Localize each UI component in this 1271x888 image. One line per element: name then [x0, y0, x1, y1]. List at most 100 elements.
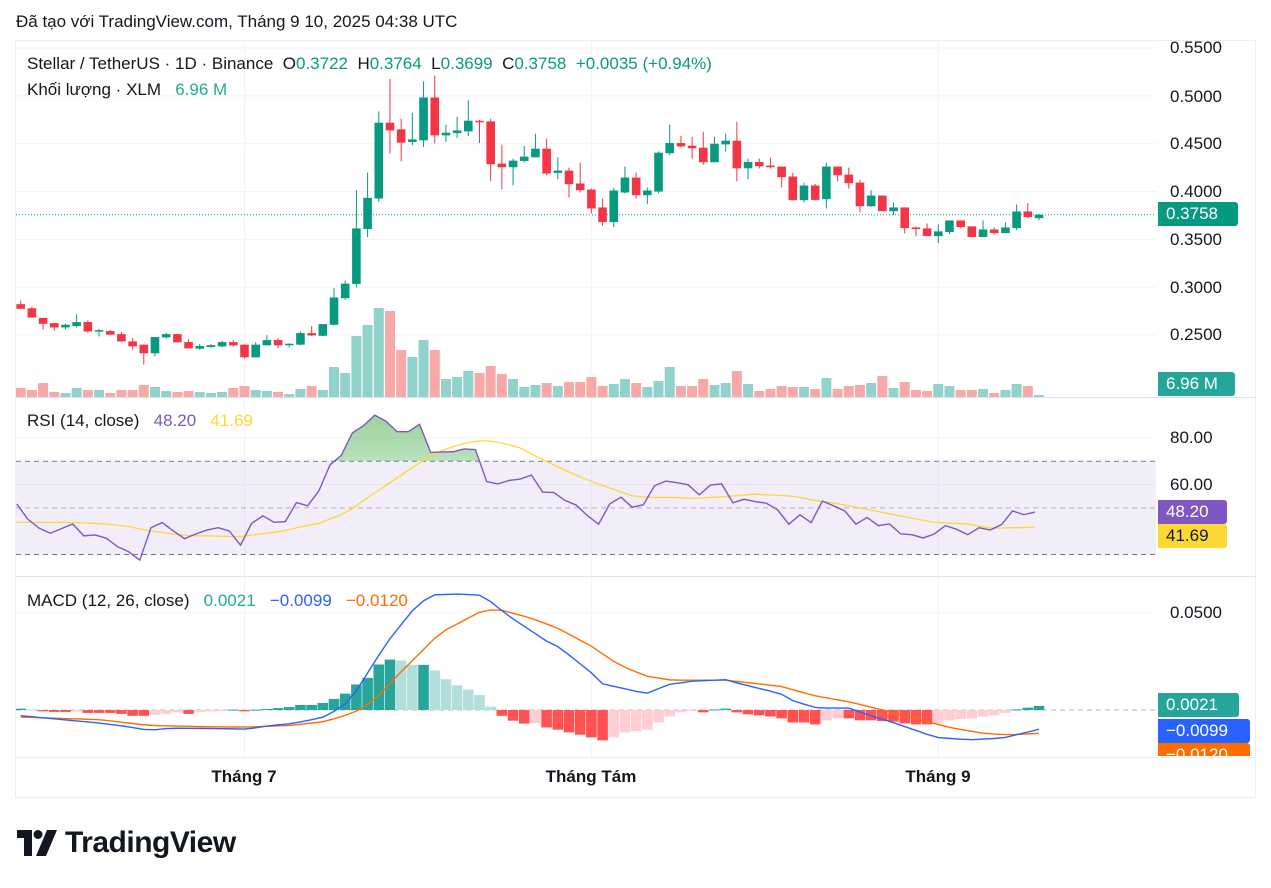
volume-bar: [552, 386, 563, 397]
volume-bar: [60, 393, 71, 397]
candle-body: [240, 344, 249, 358]
volume-bar: [396, 350, 407, 397]
candle: [307, 326, 316, 337]
volume-bar: [228, 388, 239, 397]
candle-body: [83, 322, 93, 332]
candle-body: [922, 228, 932, 237]
volume-bar: [384, 311, 395, 397]
volume-bar: [373, 308, 384, 397]
candle: [788, 172, 798, 201]
macd-histogram-bar: [283, 707, 295, 710]
candle-body: [799, 185, 809, 201]
volume-bar: [519, 387, 530, 397]
candle-body: [878, 195, 887, 212]
candle-body: [229, 342, 238, 346]
volume-bar: [429, 350, 440, 397]
macd-histogram-bar: [809, 710, 821, 725]
volume-bar: [597, 386, 608, 397]
volume-bar: [340, 373, 351, 397]
candle-body: [419, 97, 428, 141]
macd-histogram-bar: [71, 710, 82, 712]
rsi-ma-value: 41.69: [210, 411, 253, 430]
candle-body: [408, 139, 417, 142]
candle: [408, 112, 417, 146]
volume-bar: [26, 390, 37, 397]
volume-bar: [799, 387, 809, 397]
volume-bar: [631, 383, 642, 397]
volume-bars: [16, 308, 1044, 397]
candle: [989, 227, 999, 236]
volume-bar: [71, 388, 82, 397]
candle-body: [654, 152, 663, 192]
rsi-label[interactable]: RSI (14, close): [27, 411, 140, 430]
volume-bar: [731, 371, 742, 397]
candle: [676, 135, 686, 148]
volume-value: 6.96 M: [175, 80, 228, 99]
candle-body: [296, 333, 305, 345]
candle-body: [710, 143, 719, 163]
macd-histogram-bar: [138, 710, 150, 716]
candle-body: [105, 331, 115, 335]
volume-bar: [49, 392, 60, 397]
macd-histogram-bar: [854, 710, 866, 721]
candle-body: [933, 231, 943, 237]
candle-body: [49, 323, 59, 328]
macd-histogram-bar: [642, 710, 653, 730]
candle: [654, 151, 663, 194]
tradingview-logo-icon: [17, 830, 57, 856]
candle: [296, 331, 305, 346]
candle: [486, 118, 495, 182]
candle: [363, 172, 372, 238]
volume-bar: [172, 392, 183, 397]
macd-histogram-bar: [172, 710, 183, 713]
candle-body: [38, 317, 48, 324]
volume-legend: Khối lượng · XLM 6.96 M: [27, 80, 227, 100]
candle: [542, 138, 551, 176]
candle-body: [61, 324, 70, 328]
macd-histogram-bar: [37, 710, 49, 712]
candle: [61, 323, 70, 330]
candle-body: [329, 297, 339, 325]
volume-bar: [586, 377, 597, 397]
rsi-pane: [16, 414, 1156, 562]
volume-bar: [1011, 384, 1022, 397]
candle: [340, 280, 350, 300]
macd-legend: MACD (12, 26, close) 0.0021 −0.0099 −0.0…: [27, 591, 408, 611]
candle: [128, 338, 137, 350]
rsi-overbought-fill: [334, 415, 480, 461]
volume-bar: [329, 367, 340, 397]
candle: [16, 300, 25, 309]
time-label-september: Tháng 9: [905, 767, 971, 786]
volume-label[interactable]: Khối lượng · XLM: [27, 80, 162, 99]
candle: [27, 306, 37, 318]
macd-histogram-bar: [944, 710, 955, 721]
macd-signal-tag: −0.0120: [1158, 743, 1250, 756]
candle-body: [721, 140, 730, 145]
volume-bar: [989, 393, 1000, 397]
volume-bar: [541, 383, 552, 397]
macd-label[interactable]: MACD (12, 26, close): [27, 591, 190, 610]
macd-histogram-bar: [250, 709, 261, 711]
volume-bar: [418, 340, 429, 397]
macd-signal-value: −0.0120: [345, 591, 408, 610]
volume-bar: [866, 383, 877, 397]
volume-bar: [1022, 386, 1033, 397]
candle-body: [889, 207, 898, 212]
price-legend: Stellar / TetherUS · 1D · Binance O0.372…: [27, 54, 712, 74]
candle-body: [911, 227, 921, 230]
low-value: 0.3699: [440, 54, 493, 73]
candle-body: [978, 229, 988, 238]
candle: [620, 166, 630, 194]
macd-histogram-bar: [742, 710, 754, 715]
candle-body: [94, 330, 104, 332]
price-tick: 0.3500: [1170, 230, 1222, 249]
symbol-title[interactable]: Stellar / TetherUS · 1D · Binance: [27, 54, 274, 73]
tradingview-logo[interactable]: TradingView: [17, 826, 236, 860]
tradingview-logo-text: TradingView: [65, 826, 236, 859]
volume-bar: [295, 389, 306, 397]
candle-body: [687, 145, 697, 149]
macd-histogram-bar: [955, 710, 966, 719]
candle: [945, 220, 954, 235]
candle: [475, 119, 484, 144]
